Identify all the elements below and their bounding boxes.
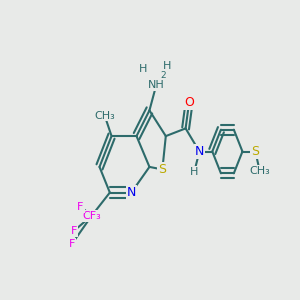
Text: NH: NH xyxy=(148,80,165,90)
Text: H: H xyxy=(163,61,171,70)
Text: H: H xyxy=(190,167,198,177)
Text: F: F xyxy=(77,202,84,212)
Text: H: H xyxy=(139,64,148,74)
Text: F: F xyxy=(70,226,77,236)
Text: N: N xyxy=(195,145,204,158)
Text: CH₃: CH₃ xyxy=(94,111,115,121)
Text: O: O xyxy=(184,96,194,109)
Text: N: N xyxy=(127,186,136,199)
Text: S: S xyxy=(158,163,166,176)
Text: S: S xyxy=(251,145,260,158)
Text: 2: 2 xyxy=(160,71,166,80)
Text: F: F xyxy=(69,239,75,249)
Text: CF₃: CF₃ xyxy=(82,211,101,221)
Text: CH₃: CH₃ xyxy=(249,166,270,176)
